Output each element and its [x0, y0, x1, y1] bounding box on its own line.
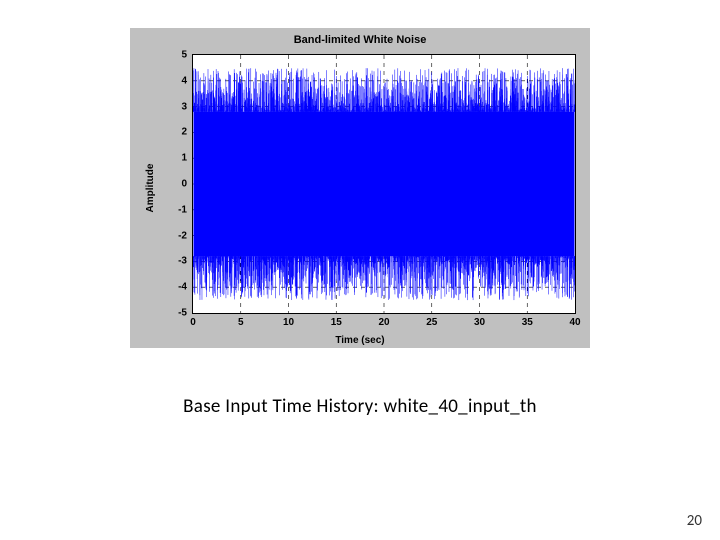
x-tick-label: 0: [190, 317, 196, 328]
x-tick-label: 20: [378, 317, 389, 328]
y-tick-label: 2: [181, 127, 187, 138]
y-tick-label: 4: [181, 75, 187, 86]
noise-line: [193, 55, 575, 313]
x-tick-label: 15: [331, 317, 342, 328]
y-axis-label: Amplitude: [145, 164, 156, 213]
x-tick-label: 5: [238, 317, 244, 328]
caption: Base Input Time History: white_40_input_…: [0, 395, 720, 418]
x-tick-label: 30: [474, 317, 485, 328]
y-tick-label: -3: [178, 256, 187, 267]
y-tick-label: -1: [178, 204, 187, 215]
slide: Band-limited White Noise Amplitude Time …: [0, 0, 720, 540]
y-tick-label: 0: [181, 179, 187, 190]
y-tick-label: -4: [178, 282, 187, 293]
x-tick-label: 40: [569, 317, 580, 328]
y-tick-label: 5: [181, 50, 187, 61]
y-tick-label: 3: [181, 101, 187, 112]
figure-container: Band-limited White Noise Amplitude Time …: [130, 28, 590, 348]
x-tick-label: 25: [426, 317, 437, 328]
plot-area: 0510152025303540-5-4-3-2-1012345: [192, 54, 576, 314]
x-axis-label: Time (sec): [130, 335, 590, 346]
x-tick-label: 10: [283, 317, 294, 328]
page-number: 20: [687, 512, 702, 530]
y-tick-label: -5: [178, 308, 187, 319]
x-tick-label: 35: [522, 317, 533, 328]
chart-title: Band-limited White Noise: [130, 34, 590, 46]
y-tick-label: -2: [178, 230, 187, 241]
y-tick-label: 1: [181, 153, 187, 164]
